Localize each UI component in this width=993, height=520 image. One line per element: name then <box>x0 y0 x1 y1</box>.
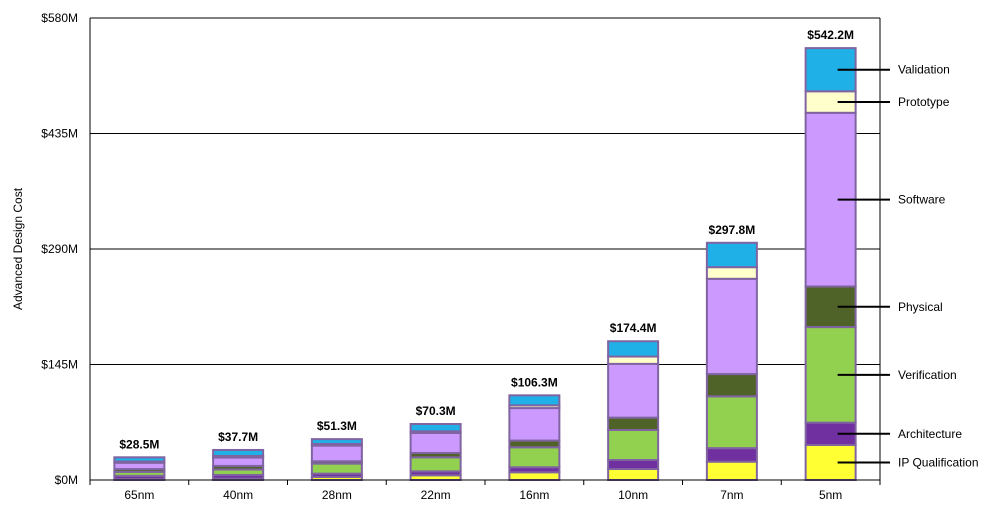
bar-total-label: $70.3M <box>416 404 456 418</box>
bar-total-label: $106.3M <box>511 375 558 389</box>
bar-segment-software <box>508 407 561 442</box>
bar-total-label: $174.4M <box>610 321 657 335</box>
bar-total-label: $297.8M <box>709 223 756 237</box>
bar-segment-prototype <box>705 266 758 280</box>
bar-segment-software <box>310 444 363 463</box>
bar-segment-verification <box>607 428 660 462</box>
x-tick-label: 16nm <box>519 488 549 502</box>
bar-total-label: $542.2M <box>807 28 854 42</box>
bar-segment-validation <box>705 241 758 269</box>
bar-segment-validation <box>310 438 363 445</box>
bar-segment-verification <box>705 395 758 450</box>
bar-total-label: $37.7M <box>218 430 258 444</box>
legend-label: Architecture <box>898 427 962 441</box>
legend-label: Validation <box>898 63 950 77</box>
bar-segment-validation <box>508 394 561 407</box>
bar-segment-validation <box>409 423 462 433</box>
axes: $0M $145M $290M $435M $580M 65nm 40nm 28nm 22nm 1… <box>41 11 881 502</box>
legend-label: IP Qualification <box>898 455 979 469</box>
y-tick-label: $0M <box>55 473 78 487</box>
y-tick-label: $145M <box>41 358 78 372</box>
y-tick-label: $435M <box>41 127 78 141</box>
y-axis-label: Advanced Design Cost <box>11 187 25 310</box>
bar-segment-ip-qualification <box>508 471 561 481</box>
bar-segment-software <box>212 456 265 467</box>
bar-segment-architecture <box>705 447 758 463</box>
legend-callouts: IP Qualification Architecture Verification… <box>837 63 979 469</box>
bar-segment-software <box>705 277 758 376</box>
legend-label: Verification <box>898 368 957 382</box>
y-tick-label: $580M <box>41 11 78 25</box>
gridlines <box>90 17 880 481</box>
x-tick-label: 28nm <box>322 488 352 502</box>
bar-segment-architecture <box>607 459 660 471</box>
x-tick-label: 22nm <box>421 488 451 502</box>
bar-segment-physical <box>705 373 758 398</box>
bars: $28.5M $37.7M $51.3M $70.3M $106.3M $174.4M $2… <box>113 28 857 482</box>
bar-segment-prototype <box>607 355 660 365</box>
bar-segment-physical <box>508 439 561 449</box>
bar-segment-verification <box>310 462 363 475</box>
bar-segment-validation <box>607 340 660 358</box>
bar-segment-validation <box>212 448 265 457</box>
x-tick-label: 65nm <box>124 488 154 502</box>
bar-segment-verification <box>508 446 561 469</box>
bar-segment-verification <box>409 456 462 473</box>
bar-segment-ip-qualification <box>705 460 758 482</box>
bar-segment-physical <box>607 416 660 431</box>
y-tick-label: $290M <box>41 242 78 256</box>
x-tick-label: 40nm <box>223 488 253 502</box>
bar-segment-software <box>409 432 462 454</box>
x-tick-label: 10nm <box>618 488 648 502</box>
legend-label: Prototype <box>898 95 950 109</box>
x-tick-label: 5nm <box>819 488 842 502</box>
bar-total-label: $28.5M <box>119 437 159 451</box>
bar-segment-ip-qualification <box>607 468 660 482</box>
legend-label: Physical <box>898 300 943 314</box>
legend-label: Software <box>898 193 946 207</box>
bar-segment-validation <box>113 456 166 463</box>
bar-total-label: $51.3M <box>317 419 357 433</box>
x-tick-label: 7nm <box>720 488 743 502</box>
bar-segment-software <box>607 362 660 419</box>
